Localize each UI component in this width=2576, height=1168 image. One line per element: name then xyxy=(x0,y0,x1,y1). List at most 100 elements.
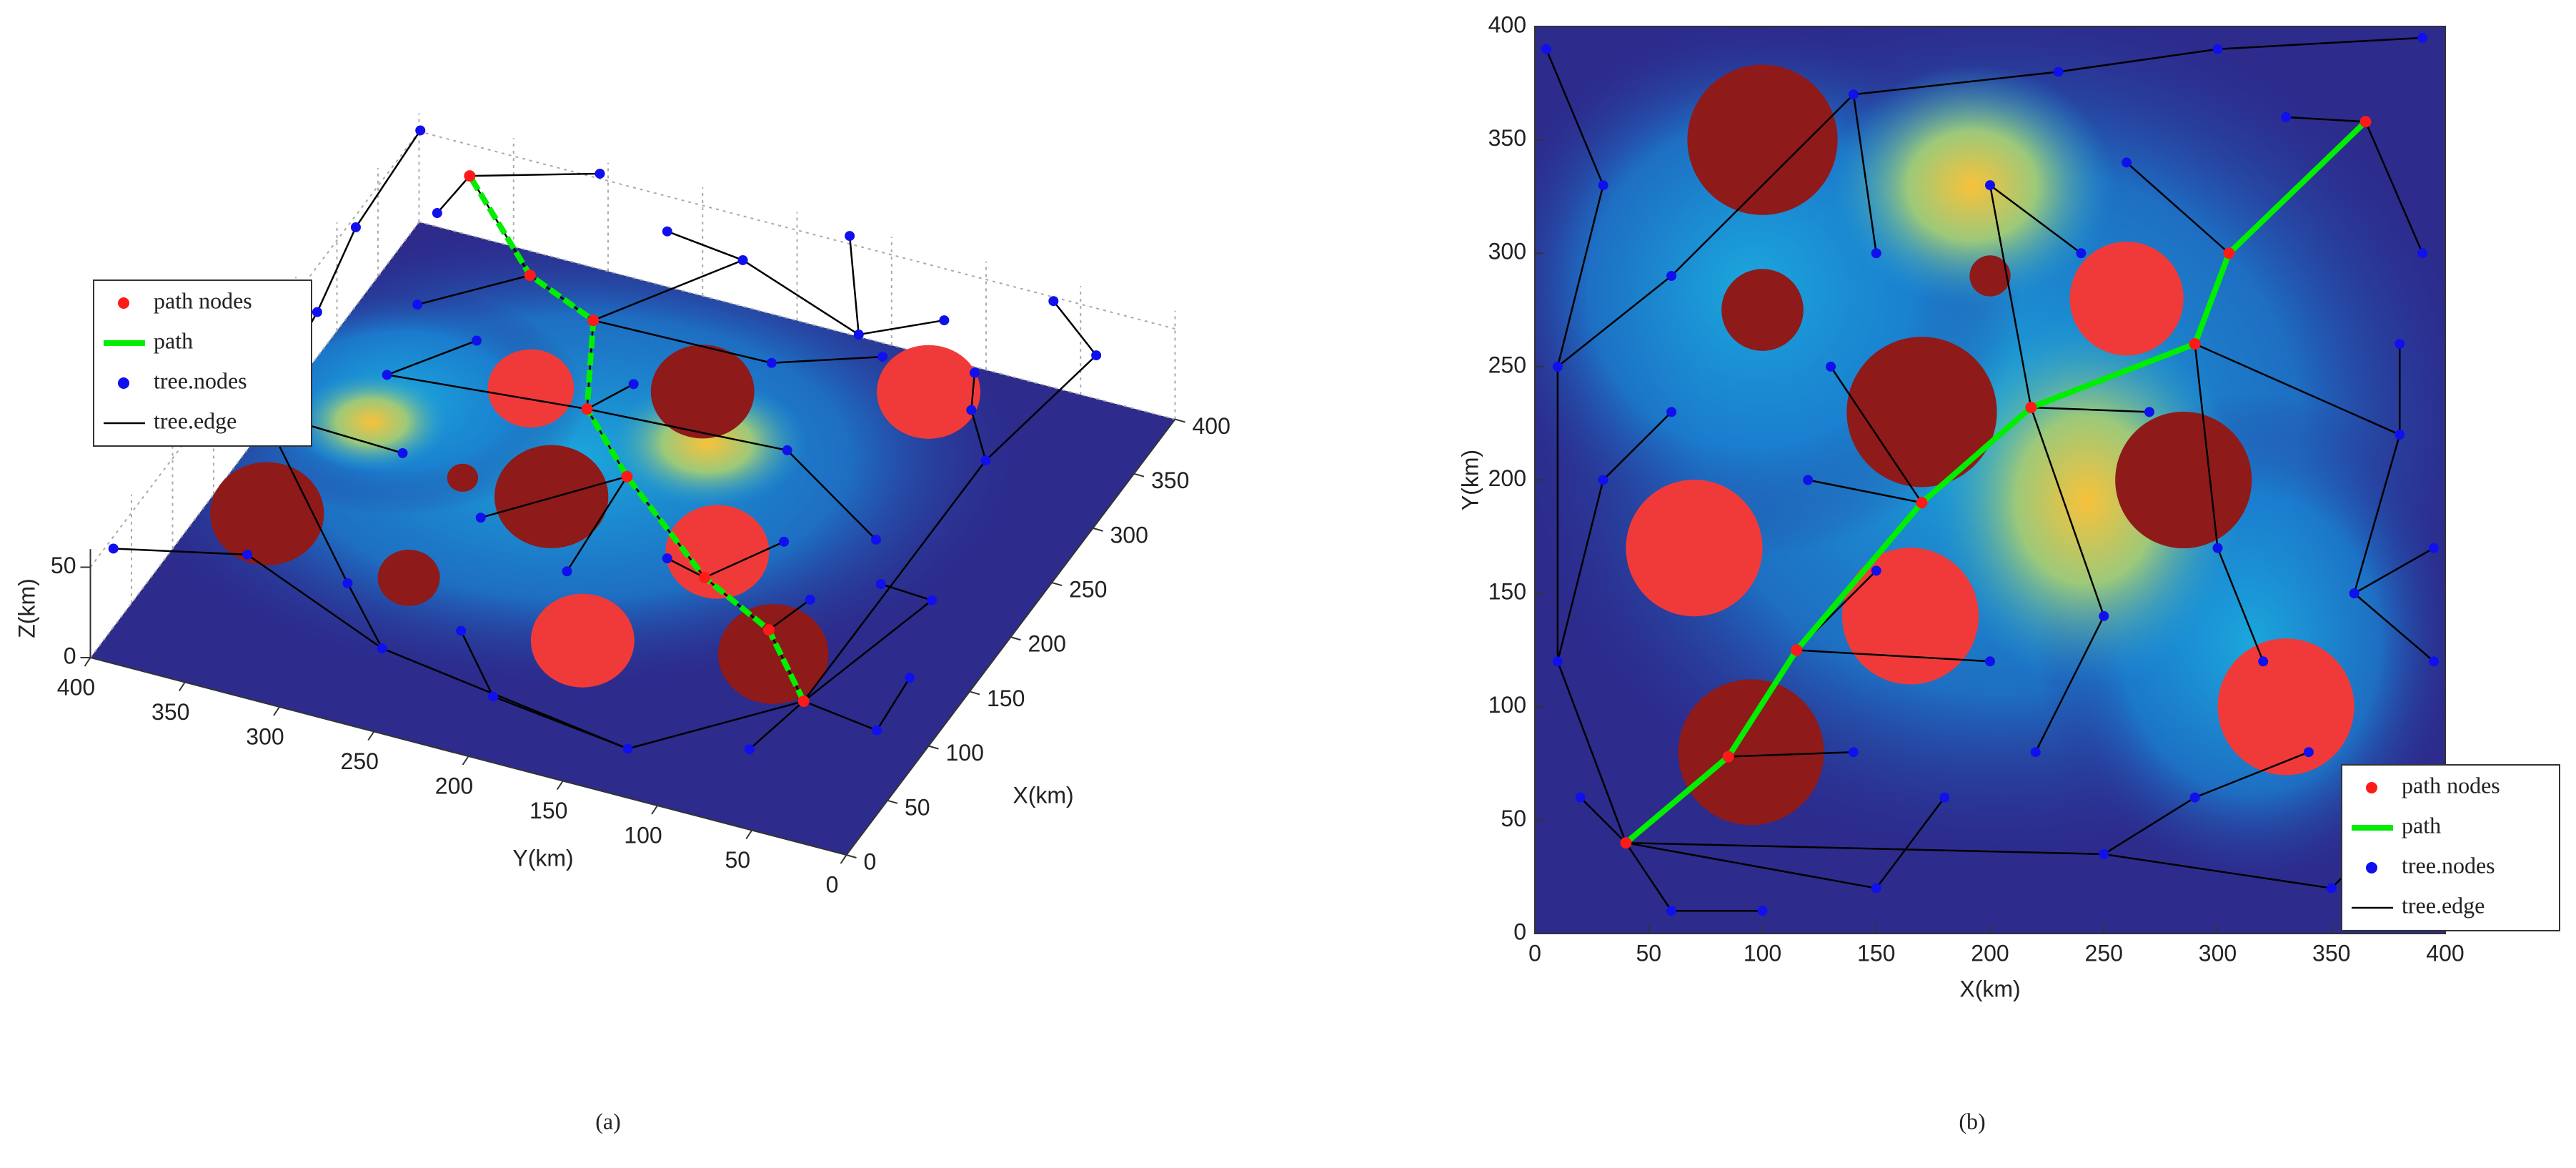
tree-node xyxy=(2076,248,2087,259)
tree-node xyxy=(1666,407,1677,417)
tree-edge xyxy=(387,340,477,376)
tree-node xyxy=(1848,89,1859,100)
tree-node xyxy=(595,168,605,179)
tree-edge xyxy=(587,407,787,452)
tree-edge xyxy=(1875,796,1946,889)
x-tick-label: 150 xyxy=(987,686,1025,711)
tree-node xyxy=(845,231,855,242)
tree-edge xyxy=(417,274,531,306)
tree-edge xyxy=(667,230,744,262)
tree-node xyxy=(432,208,442,219)
path-node xyxy=(2025,401,2037,413)
grid-line xyxy=(419,131,1175,330)
tree-node xyxy=(412,300,423,310)
path-node xyxy=(464,170,476,182)
tree-node xyxy=(875,579,886,590)
x-tick xyxy=(887,799,898,804)
y-tick-label: 0 xyxy=(826,871,839,897)
tree-node xyxy=(2258,656,2269,667)
path-node xyxy=(2189,338,2201,350)
obstacle xyxy=(717,604,829,705)
legend-label: path nodes xyxy=(2402,772,2500,798)
tree-node xyxy=(342,578,353,588)
y-tick-label: 100 xyxy=(1488,692,1526,718)
tree-edge xyxy=(1626,841,1876,889)
y-tick-label: 200 xyxy=(1488,465,1526,491)
tree-edge xyxy=(316,227,357,313)
path-node xyxy=(621,470,633,482)
tree-node xyxy=(1826,361,1836,372)
tree-node xyxy=(1871,883,1881,894)
tree-edge xyxy=(627,700,805,750)
tree-node xyxy=(2349,588,2359,599)
obstacle xyxy=(494,445,609,548)
y-tick xyxy=(840,854,847,864)
tree-node xyxy=(415,125,426,136)
tree-edge xyxy=(1989,184,2032,408)
tree-node xyxy=(782,445,792,455)
y-tick-label: 50 xyxy=(1501,806,1526,831)
tree-node xyxy=(966,405,977,415)
legend-label: tree.nodes xyxy=(2402,852,2495,878)
tree-edge xyxy=(480,475,627,519)
tree-edge xyxy=(1556,480,1604,662)
tree-edge xyxy=(1053,300,1098,356)
obstacle xyxy=(1687,64,1838,215)
obstacle xyxy=(665,505,770,599)
y-tick-label: 300 xyxy=(1488,239,1526,264)
tree-node xyxy=(805,594,815,605)
tree-edge xyxy=(2104,853,2332,889)
tree-node xyxy=(1848,747,1859,758)
tree-node xyxy=(1091,350,1102,361)
tree-node xyxy=(1939,792,1950,803)
tree-edge xyxy=(247,553,383,650)
x-tick-label: 50 xyxy=(905,794,930,820)
tree-edge xyxy=(1557,274,1672,367)
tree-node xyxy=(1666,270,1677,281)
x-tick-label: 200 xyxy=(1028,631,1066,657)
tree-edge xyxy=(1579,796,1627,843)
plots: 0 50 100 150 200 250 300 350 400 0 50 100 150 200 250 3… xyxy=(14,11,2560,1134)
x-axis-label: X(km) xyxy=(1013,782,1073,808)
tree-edge xyxy=(113,548,248,556)
tree-node xyxy=(2417,248,2428,259)
tree-edge xyxy=(786,450,877,540)
heatmap xyxy=(1535,26,2445,934)
tree-edge xyxy=(592,259,744,322)
legend-label: path nodes xyxy=(154,287,252,313)
path-node xyxy=(587,315,600,327)
tree-edge xyxy=(768,598,811,631)
tree-node xyxy=(2326,883,2337,894)
tree-edge xyxy=(2034,615,2105,753)
x-tick-label: 200 xyxy=(1971,940,2009,966)
tree-node xyxy=(242,549,253,560)
y-tick xyxy=(462,756,469,766)
y-tick-label: 400 xyxy=(1488,11,1526,37)
x-tick-label: 350 xyxy=(1151,467,1189,493)
tree-node xyxy=(1803,475,1814,485)
tree-edge xyxy=(704,540,785,579)
tree-edge xyxy=(1625,842,1673,911)
obstacle xyxy=(1969,255,2011,297)
tree-edge xyxy=(586,383,635,410)
path-node xyxy=(797,695,810,707)
tree-edge xyxy=(1807,479,1922,504)
y-tick-label: 300 xyxy=(246,723,284,749)
z-tick-label: 50 xyxy=(51,553,76,578)
tree-node xyxy=(1048,296,1059,307)
tree-edge xyxy=(1671,94,1854,277)
tree-node xyxy=(2417,32,2428,43)
tree-edge xyxy=(436,175,471,214)
x-tick xyxy=(1175,418,1185,423)
tree-edge xyxy=(566,476,628,572)
tree-edge xyxy=(492,696,629,750)
x-tick-label: 50 xyxy=(1636,940,1661,966)
caption: (a) xyxy=(595,1108,621,1134)
y-axis-label: Y(km) xyxy=(512,845,573,871)
tree-node xyxy=(488,691,498,702)
tree-edge xyxy=(2194,751,2309,798)
path-node xyxy=(699,572,711,584)
tree-edge xyxy=(347,583,383,649)
tree-edge xyxy=(875,677,911,731)
tree-edge xyxy=(802,599,933,702)
